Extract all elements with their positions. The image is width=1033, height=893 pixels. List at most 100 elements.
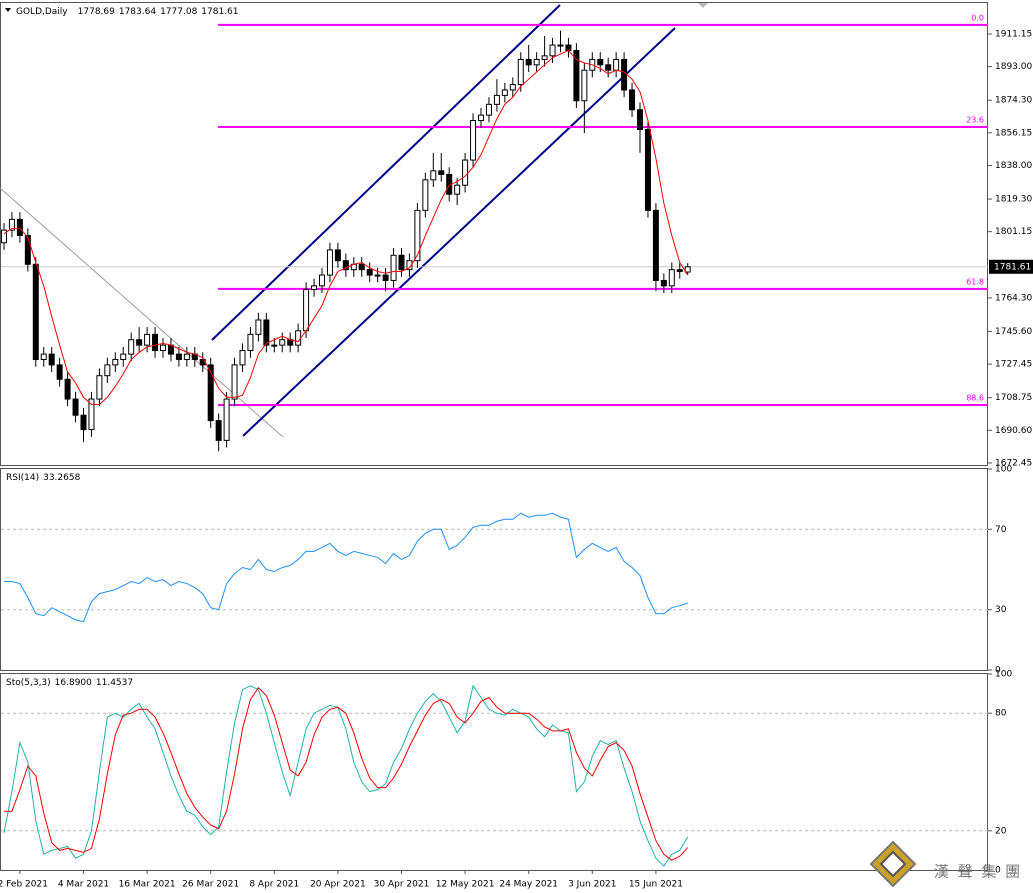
candle-body [478,114,484,122]
header-text: GOLD,Daily 1778.69 1783.64 1777.08 1781.61 [16,7,239,17]
channel-lower [242,27,676,437]
moving-average [3,49,689,405]
fib-label: 23.6 [966,115,984,124]
x-tick-label: 4 Mar 2021 [58,880,109,890]
candle-body [183,353,190,361]
y-tick-label: 30 [995,605,1007,615]
candle-body [231,364,238,400]
candle-body [72,398,79,416]
candle-body [295,330,302,346]
y-tick-label: 0 [995,866,1001,876]
candle-body [263,319,270,346]
price-box [989,259,1033,274]
header-field: 1778.69 [78,7,115,17]
x-tick-label: 30 Apr 2021 [374,880,430,890]
candle-body [374,274,381,277]
y-tick-label: 20 [995,826,1007,836]
candle-body [462,159,469,186]
candle-body [509,84,516,91]
candle-body [581,69,588,102]
candle-body [501,89,508,96]
candle-body [136,339,143,346]
candle-body [24,235,31,265]
y-tick-label: 1745.60 [995,327,1032,337]
y-tick-label: 1893.00 [995,62,1032,72]
candle-body [175,353,182,361]
candle-body [549,44,556,57]
candle-body [303,288,310,332]
candle-body [152,333,159,352]
candle-body [271,344,278,347]
x-tick-label: 8 Apr 2021 [249,880,299,890]
candle-body [16,218,23,237]
candle-body [279,339,286,346]
candle-body [414,209,421,262]
y-tick-label: 1690.60 [995,426,1032,436]
candle-body [621,58,628,91]
candle-body [8,218,15,231]
candle-body [390,254,397,281]
channel-upper [211,4,561,341]
x-tick-label: 26 Mar 2021 [182,880,239,890]
y-tick-label: 1801.15 [995,227,1032,237]
candle-body [493,94,500,105]
candle-body [470,120,477,161]
candle-body [629,89,636,111]
fib-label: 0.0 [971,13,984,22]
price-box-label: 1781.61 [994,262,1031,272]
y-tick-label: 1819.30 [995,195,1032,205]
candle-body [573,49,580,102]
y-tick-label: 1672.45 [995,458,1032,468]
candle-body [541,55,548,60]
candle-body [255,319,262,335]
candle-body [454,184,461,195]
indicator-name: RSI(14) [6,473,39,483]
candle-body [430,170,437,181]
y-tick-label: 80 [995,709,1007,719]
candle-body [597,58,604,66]
indicator-line [3,684,689,867]
x-tick-label: 15 Jun 2021 [629,880,683,890]
candle-body [96,375,103,400]
indicator-value: 11.4537 [96,678,133,688]
x-tick-label: 24 May 2021 [499,880,558,890]
candle-body [652,209,659,281]
candle-body [382,274,389,281]
candle-body [239,350,246,366]
candle-body [104,364,111,377]
candle-body [319,274,325,287]
x-tick-label: 3 Jun 2021 [568,880,616,890]
candle-body [358,263,365,271]
y-tick-label: 1727.45 [995,360,1032,370]
candle-body [406,260,413,271]
candle-body [557,44,564,47]
x-tick-label: 16 Mar 2021 [119,880,176,890]
candle-body [311,285,318,290]
candle-body [485,103,492,116]
header-field: GOLD,Daily [16,7,68,17]
y-tick-label: 100 [995,465,1012,475]
candle-body [64,378,71,400]
x-tick-label: 20 Apr 2021 [310,880,366,890]
candle-body [112,359,119,366]
header-field: 1781.61 [201,7,238,17]
y-tick-label: 100 [995,670,1012,680]
candle-body [247,333,254,352]
indicator-name: Sto(5,3,3) [6,678,51,688]
candle-body [40,353,47,361]
indicator-line [4,686,689,861]
candle-body [223,398,230,441]
candle-body [160,344,166,352]
candle-body [644,129,651,211]
indicator-value: 33.2658 [43,473,80,483]
indicator-line [4,512,688,623]
candle-body [660,279,667,287]
y-tick-label: 1911.15 [995,29,1032,39]
fib-label: 88.6 [966,393,984,402]
x-tick-label: 22 Feb 2021 [0,880,48,890]
y-tick-label: 1856.15 [995,128,1032,138]
candle-body [207,364,214,422]
y-tick-label: 1708.75 [995,393,1032,403]
symbol-menu-icon[interactable] [5,8,11,12]
